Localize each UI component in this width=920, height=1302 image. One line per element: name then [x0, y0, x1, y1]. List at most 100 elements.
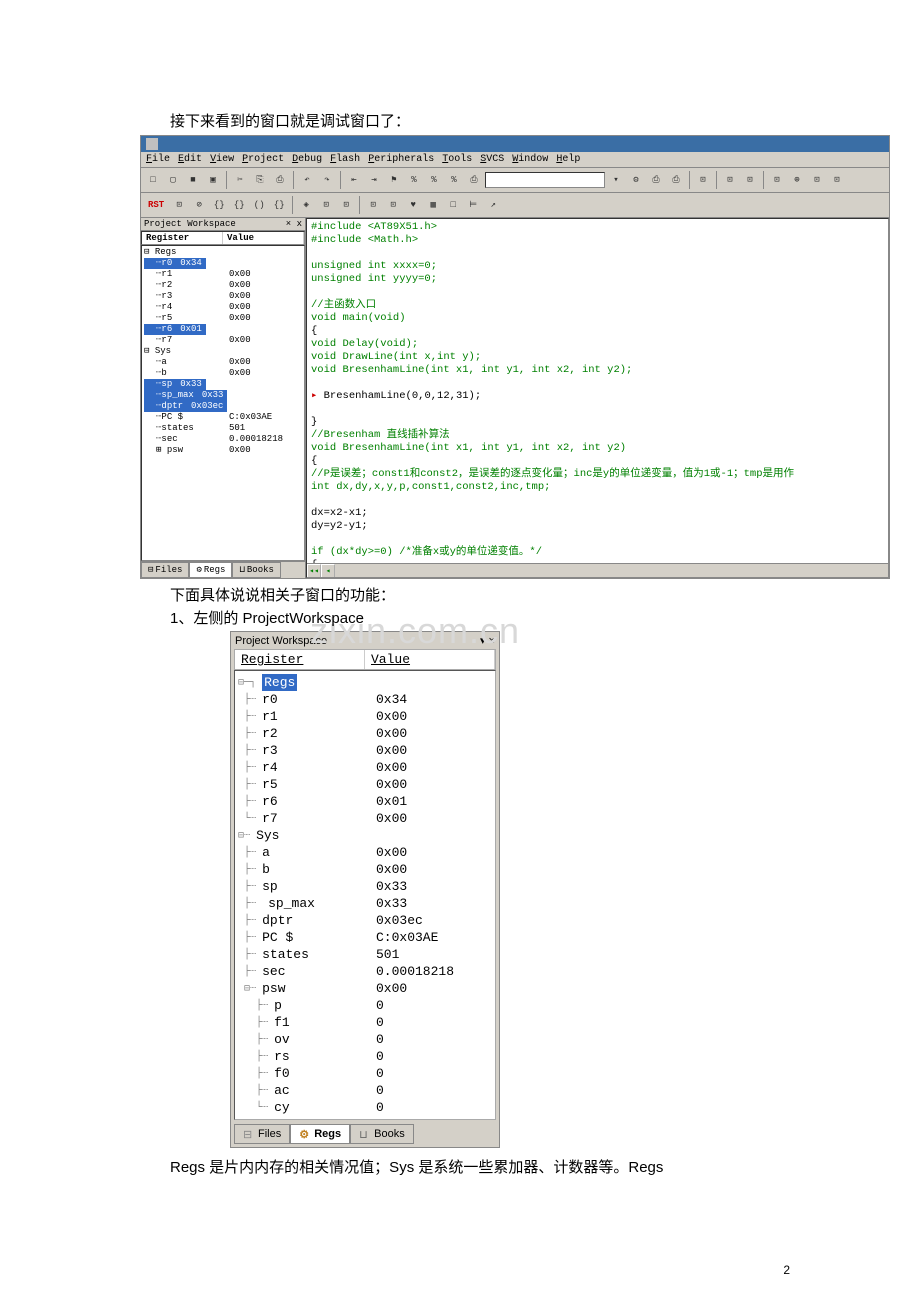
- dt-row[interactable]: ├┈ r40x00: [238, 759, 492, 776]
- search-field[interactable]: [485, 172, 605, 188]
- dw-tab-files[interactable]: ⊟Files: [234, 1124, 290, 1144]
- tb-btn[interactable]: {}: [230, 196, 248, 214]
- tb-btn[interactable]: ▾: [607, 171, 625, 189]
- dt-row[interactable]: ├┈ states501: [238, 946, 492, 963]
- tree-row[interactable]: ┈r10x00: [144, 269, 302, 280]
- menu-project[interactable]: Project: [242, 154, 284, 165]
- tree-row[interactable]: ┈b0x00: [144, 368, 302, 379]
- tb-btn[interactable]: ⊡: [741, 171, 759, 189]
- tb-btn[interactable]: □: [144, 171, 162, 189]
- dw-tabs[interactable]: ⊟Files⚙Regs⊔Books: [234, 1124, 496, 1144]
- dw-controls[interactable]: ▾ ×: [480, 634, 495, 647]
- menu-debug[interactable]: Debug: [292, 154, 322, 165]
- tree-row[interactable]: ┈r60x01: [144, 324, 302, 335]
- toolbar-2[interactable]: RST⊡⊘{}{}(){}◈⊡⊡⊡⊡♥▦□⊨↗: [141, 193, 889, 218]
- dt-row[interactable]: ├┈ f00: [238, 1065, 492, 1082]
- tb-btn[interactable]: ⊨: [464, 196, 482, 214]
- dt-row[interactable]: ├┈ ac0: [238, 1082, 492, 1099]
- tree-row[interactable]: ⊟ Regs: [144, 247, 302, 258]
- tree-row[interactable]: ┈sec0.00018218: [144, 434, 302, 445]
- dt-row[interactable]: ├┈ f10: [238, 1014, 492, 1031]
- tb-btn[interactable]: ◈: [297, 196, 315, 214]
- tb-btn[interactable]: ↷: [318, 171, 336, 189]
- tb-btn[interactable]: (): [250, 196, 268, 214]
- dt-row[interactable]: ⊟┈ Sys: [238, 827, 492, 844]
- tree-row[interactable]: ┈r00x34: [144, 258, 302, 269]
- dt-row[interactable]: ├┈ a0x00: [238, 844, 492, 861]
- tb-btn[interactable]: ✂: [231, 171, 249, 189]
- dt-row[interactable]: ├┈ r00x34: [238, 691, 492, 708]
- tb-btn[interactable]: {}: [210, 196, 228, 214]
- tb-btn[interactable]: ▣: [204, 171, 222, 189]
- tb-btn[interactable]: ⇤: [345, 171, 363, 189]
- tree-row[interactable]: ┈r30x00: [144, 291, 302, 302]
- menu-file[interactable]: File: [146, 154, 170, 165]
- dt-row[interactable]: ├┈ sec0.00018218: [238, 963, 492, 980]
- dt-row[interactable]: ├┈ b0x00: [238, 861, 492, 878]
- dw-tab-books[interactable]: ⊔Books: [350, 1124, 414, 1144]
- tree-row[interactable]: ⊞ psw0x00: [144, 445, 302, 456]
- dt-row[interactable]: ├┈ r50x00: [238, 776, 492, 793]
- tab-files[interactable]: ⊟Files: [141, 562, 189, 578]
- tb-btn[interactable]: □: [444, 196, 462, 214]
- tb-btn[interactable]: ⎙: [271, 171, 289, 189]
- dt-row[interactable]: ├┈ sp0x33: [238, 878, 492, 895]
- tb-btn[interactable]: ⊡: [768, 171, 786, 189]
- dt-row[interactable]: ├┈ r20x00: [238, 725, 492, 742]
- tb-btn[interactable]: ⊡: [828, 171, 846, 189]
- tb-btn[interactable]: ⊡: [808, 171, 826, 189]
- toolbar-1[interactable]: □▢■▣✂⎘⎙↶↷⇤⇥⚑%%%⎙▾⚙⎙⎙⊡⊡⊡⊡⊕⊡⊡: [141, 168, 889, 193]
- tree-row[interactable]: ┈sp_max0x33: [144, 390, 302, 401]
- tree-row[interactable]: ┈r50x00: [144, 313, 302, 324]
- dt-row[interactable]: ⊟─┐ Regs: [238, 674, 492, 691]
- tb-btn[interactable]: ⊡: [364, 196, 382, 214]
- tb-btn[interactable]: ♥: [404, 196, 422, 214]
- dt-row[interactable]: └┈ r70x00: [238, 810, 492, 827]
- dt-row[interactable]: ├┈ dptr0x03ec: [238, 912, 492, 929]
- tree-row[interactable]: ┈r40x00: [144, 302, 302, 313]
- tree-row[interactable]: ┈PC $C:0x03AE: [144, 412, 302, 423]
- menu-window[interactable]: Window: [512, 154, 548, 165]
- tb-btn[interactable]: ↗: [484, 196, 502, 214]
- tb-btn[interactable]: ⊕: [788, 171, 806, 189]
- tree-row[interactable]: ┈r20x00: [144, 280, 302, 291]
- menu-flash[interactable]: Flash: [330, 154, 360, 165]
- tree-row[interactable]: ┈a0x00: [144, 357, 302, 368]
- dt-row[interactable]: ├┈ p0: [238, 997, 492, 1014]
- tree-row[interactable]: ┈states501: [144, 423, 302, 434]
- scroll-left-button[interactable]: ◂◂: [307, 564, 321, 578]
- tb-btn[interactable]: ⇥: [365, 171, 383, 189]
- tb-btn[interactable]: ▢: [164, 171, 182, 189]
- tab-books[interactable]: ⊔Books: [232, 562, 280, 578]
- dt-row[interactable]: ⊟┈ psw0x00: [238, 980, 492, 997]
- menu-view[interactable]: View: [210, 154, 234, 165]
- tree-row[interactable]: ┈sp0x33: [144, 379, 302, 390]
- tree-row[interactable]: ┈dptr0x03ec: [144, 401, 302, 412]
- tb-btn[interactable]: ⎘: [251, 171, 269, 189]
- tree-row[interactable]: ┈r70x00: [144, 335, 302, 346]
- dw-tree[interactable]: ⊟─┐ Regs ├┈ r00x34 ├┈ r10x00 ├┈ r20x00 ├…: [234, 670, 496, 1120]
- dt-row[interactable]: └┈ cy0: [238, 1099, 492, 1116]
- code-editor[interactable]: #include <AT89X51.h>#include <Math.h> un…: [306, 218, 889, 578]
- workspace-tree[interactable]: ⊟ Regs┈r00x34┈r10x00┈r20x00┈r30x00┈r40x0…: [141, 245, 305, 561]
- menu-help[interactable]: Help: [556, 154, 580, 165]
- tb-btn[interactable]: ⚙: [627, 171, 645, 189]
- tb-btn[interactable]: %: [425, 171, 443, 189]
- tb-btn[interactable]: ⊡: [337, 196, 355, 214]
- tb-btn[interactable]: ⊡: [694, 171, 712, 189]
- tb-btn[interactable]: ⊡: [721, 171, 739, 189]
- tb-btn[interactable]: ⊡: [317, 196, 335, 214]
- tb-btn[interactable]: ⊘: [190, 196, 208, 214]
- dt-row[interactable]: ├┈ sp_max0x33: [238, 895, 492, 912]
- tb-btn[interactable]: {}: [270, 196, 288, 214]
- dt-row[interactable]: ├┈ ov0: [238, 1031, 492, 1048]
- dt-row[interactable]: ├┈ r10x00: [238, 708, 492, 725]
- scroll-btn[interactable]: ◂: [321, 564, 335, 578]
- dt-row[interactable]: ├┈ r30x00: [238, 742, 492, 759]
- tree-row[interactable]: ⊟ Sys: [144, 346, 302, 357]
- tb-btn[interactable]: ■: [184, 171, 202, 189]
- rst-button[interactable]: RST: [144, 196, 168, 214]
- menu-edit[interactable]: Edit: [178, 154, 202, 165]
- tb-btn[interactable]: ⊡: [384, 196, 402, 214]
- dw-tab-regs[interactable]: ⚙Regs: [290, 1124, 350, 1144]
